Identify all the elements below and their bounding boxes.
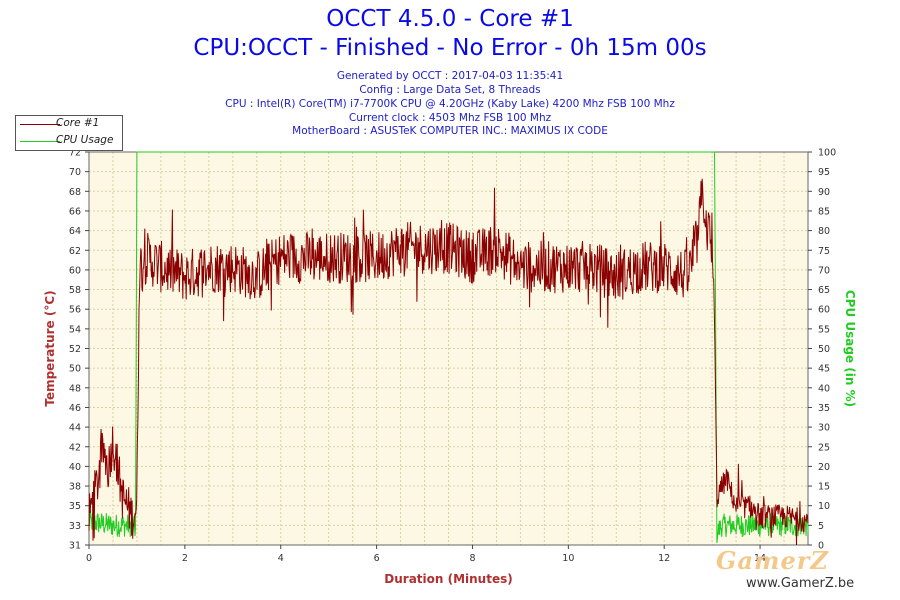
y2-tick-label: 5	[818, 521, 824, 532]
y-tick-label: 64	[69, 226, 81, 237]
series-cpu-usage-line	[88, 151, 809, 543]
y2-tick-label: 45	[818, 364, 830, 375]
y2-tick-label: 55	[818, 324, 830, 335]
series-core1-line	[88, 178, 809, 546]
chart-legend: Core #1 CPU Usage	[15, 115, 123, 151]
y-tick-label: 48	[69, 383, 81, 394]
legend-item-cpu-usage: CPU Usage	[16, 133, 122, 149]
y-tick-label: 70	[69, 167, 81, 178]
watermark-logo: GamerZ	[716, 546, 829, 575]
y2-tick-label: 20	[818, 462, 830, 473]
y2-tick-label: 35	[818, 403, 830, 414]
x-tick-label: 0	[86, 553, 92, 564]
info-generated: Generated by OCCT : 2017-04-03 11:35:41	[336, 70, 564, 82]
y-tick-label: 33	[69, 521, 81, 532]
y2-tick-label: 100	[818, 148, 836, 159]
x-tick-label: 8	[469, 553, 475, 564]
y-tick-label: 50	[69, 364, 81, 375]
y2-tick-label: 10	[818, 501, 830, 512]
y-tick-label: 46	[69, 403, 81, 414]
y2-tick-label: 85	[818, 206, 830, 217]
y2-tick-label: 95	[818, 167, 830, 178]
x-tick-label: 2	[182, 553, 188, 564]
x-tick-label: 4	[278, 553, 284, 564]
y2-tick-label: 60	[818, 305, 830, 316]
y2-axis-label: CPU Usage (in %)	[843, 290, 857, 407]
y2-tick-label: 50	[818, 344, 830, 355]
x-tick-label: 6	[374, 553, 380, 564]
y-tick-label: 54	[69, 324, 81, 335]
y-tick-label: 68	[69, 187, 81, 198]
info-clock: Current clock : 4503 Mhz FSB 100 Mhz	[348, 112, 552, 124]
watermark-url: www.GamerZ.be	[746, 576, 855, 591]
x-axis-label: Duration (Minutes)	[384, 572, 512, 586]
y-tick-label: 38	[69, 482, 81, 493]
legend-item-core1: Core #1	[16, 116, 122, 132]
y-axis-label: Temperature (°C)	[43, 290, 57, 406]
legend-swatch-core1	[20, 124, 60, 125]
y-tick-label: 66	[69, 206, 81, 217]
y2-tick-label: 40	[818, 383, 830, 394]
x-tick-label: 12	[658, 553, 670, 564]
info-motherboard: MotherBoard : ASUSTeK COMPUTER INC.: MAX…	[292, 125, 608, 137]
y2-tick-label: 0	[818, 541, 824, 552]
y-tick-label: 56	[69, 305, 81, 316]
y2-tick-label: 80	[818, 226, 830, 237]
y2-tick-label: 90	[818, 187, 830, 198]
y2-tick-label: 30	[818, 423, 830, 434]
y-tick-label: 44	[69, 423, 81, 434]
y-tick-label: 31	[69, 541, 81, 552]
y2-tick-label: 15	[818, 482, 830, 493]
legend-swatch-cpu-usage	[20, 141, 60, 142]
y-tick-label: 72	[69, 148, 81, 159]
y-tick-label: 62	[69, 246, 81, 257]
y-tick-label: 52	[69, 344, 81, 355]
y2-tick-label: 70	[818, 265, 830, 276]
y2-tick-label: 65	[818, 285, 830, 296]
y-tick-label: 42	[69, 442, 81, 453]
x-tick-label: 14	[754, 553, 766, 564]
info-config: Config : Large Data Set, 8 Threads	[359, 84, 541, 96]
info-cpu: CPU : Intel(R) Core(TM) i7-7700K CPU @ 4…	[225, 98, 675, 110]
y2-tick-label: 25	[818, 442, 830, 453]
legend-label-core1: Core #1	[56, 117, 100, 129]
y-tick-label: 35	[69, 501, 81, 512]
legend-label-cpu-usage: CPU Usage	[56, 134, 114, 146]
x-tick-label: 10	[562, 553, 574, 564]
chart-title: OCCT 4.5.0 - Core #1	[326, 6, 574, 32]
y-tick-label: 40	[69, 462, 81, 473]
y-tick-label: 60	[69, 265, 81, 276]
y-tick-label: 58	[69, 285, 81, 296]
chart-subtitle: CPU:OCCT - Finished - No Error - 0h 15m …	[193, 35, 707, 61]
y2-tick-label: 75	[818, 246, 830, 257]
